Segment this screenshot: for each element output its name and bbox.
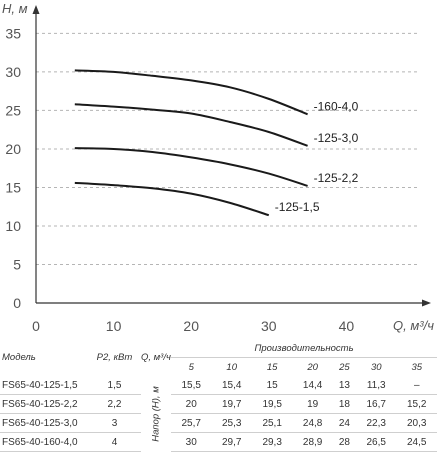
value-cell: 15,4 <box>211 376 252 395</box>
value-cell: 15,5 <box>171 376 212 395</box>
y-tick-labels: 0 5 10 15 20 25 30 35 <box>5 25 21 311</box>
chart-axes <box>32 5 431 307</box>
value-cell: 26,5 <box>356 432 397 452</box>
power-cell: 1,5 <box>88 376 141 395</box>
value-cell: 30 <box>171 432 212 452</box>
table-row: FS65-40-160-4,0 4 30 29,7 29,3 28,9 28 26,5 24,5 <box>0 432 437 452</box>
performance-table: Модель P2, кВт Q, м³/ч Производительност… <box>0 339 437 452</box>
header-power: P2, кВт <box>96 352 133 363</box>
y-tick-35: 35 <box>5 25 21 41</box>
value-cell: 13 <box>332 376 356 395</box>
value-cell: 29,7 <box>211 432 252 452</box>
chart-grid <box>36 32 418 265</box>
q-values-row: 5 10 15 20 25 30 35 <box>0 358 437 377</box>
x-tick-labels: 0 10 20 30 40 <box>32 318 354 334</box>
value-cell: 29,3 <box>251 432 293 452</box>
value-cell: 24 <box>332 413 356 433</box>
value-cell: 15 <box>251 376 293 395</box>
head-label-cell: Напор (Н), м <box>141 376 171 452</box>
x-tick-20: 20 <box>183 318 199 334</box>
pump-performance-chart: 0 5 10 15 20 25 30 35 0 10 20 30 40 -160-4,0 -125-3,… <box>2 1 434 334</box>
series-label-1: -125-3,0 <box>314 131 359 145</box>
value-cell: 28 <box>332 432 356 452</box>
performance-curves <box>74 69 308 217</box>
value-cell: – <box>396 376 437 395</box>
value-cell: 19 <box>292 394 333 414</box>
value-cell: 19,7 <box>211 394 252 414</box>
x-tick-0: 0 <box>32 318 40 334</box>
value-cell: 25,3 <box>211 413 252 433</box>
value-cell: 28,9 <box>292 432 333 452</box>
power-cell: 4 <box>88 432 141 452</box>
q-header-1: 10 <box>226 361 237 373</box>
value-cell: 20 <box>171 394 212 414</box>
head-label: Напор (Н), м <box>150 386 162 442</box>
value-cell: 24,8 <box>292 413 333 433</box>
value-cell: 24,5 <box>396 432 437 452</box>
curve-0 <box>74 69 308 116</box>
value-cell: 16,7 <box>356 394 397 414</box>
q-header-0: 5 <box>188 361 194 373</box>
series-label-3: -125-1,5 <box>275 200 320 214</box>
value-cell: 11,3 <box>356 376 397 395</box>
curve-3 <box>74 181 270 217</box>
power-cell: 3 <box>88 413 141 433</box>
model-cell: FS65-40-125-1,5 <box>0 376 88 395</box>
x-axis-title: Q, м³/ч <box>393 318 434 333</box>
series-label-0: -160-4,0 <box>314 99 359 113</box>
y-axis-arrow <box>32 5 40 14</box>
y-tick-20: 20 <box>5 141 21 157</box>
model-cell: FS65-40-125-3,0 <box>0 413 88 433</box>
y-tick-10: 10 <box>5 218 21 234</box>
y-tick-25: 25 <box>5 102 21 118</box>
value-cell: 19,5 <box>251 394 293 414</box>
x-tick-40: 40 <box>339 318 355 334</box>
model-cell: FS65-40-125-2,2 <box>0 394 88 414</box>
value-cell: 22,3 <box>356 413 397 433</box>
q-header-5: 30 <box>370 361 382 373</box>
table-row: FS65-40-125-3,0 3 25,7 25,3 25,1 24,8 24 22,3 20… <box>0 413 437 433</box>
series-label-2: -125-2,2 <box>314 171 359 185</box>
q-header-4: 25 <box>339 361 350 373</box>
header-model: Модель <box>2 352 36 363</box>
curve-2 <box>74 147 308 187</box>
power-cell: 2,2 <box>88 394 141 414</box>
q-header-6: 35 <box>411 361 423 373</box>
value-cell: 20,3 <box>396 413 437 433</box>
value-cell: 18 <box>332 394 356 414</box>
y-tick-30: 30 <box>5 64 21 80</box>
x-tick-10: 10 <box>106 318 122 334</box>
value-cell: 25,1 <box>251 413 293 433</box>
y-tick-5: 5 <box>13 256 21 272</box>
model-cell: FS65-40-160-4,0 <box>0 432 88 452</box>
q-header-3: 20 <box>307 361 318 373</box>
value-cell: 25,7 <box>171 413 212 433</box>
y-tick-15: 15 <box>5 179 21 195</box>
table-row: FS65-40-125-2,2 2,2 20 19,7 19,5 19 18 16,7 15,2 <box>0 394 437 414</box>
table-body: FS65-40-125-1,5 1,5 Напор (Н), м 15,5 15,4 15… <box>0 376 437 452</box>
x-axis-arrow <box>422 299 431 307</box>
value-cell: 14,4 <box>292 376 333 395</box>
header-q: Q, м³/ч <box>141 352 171 363</box>
y-tick-0: 0 <box>13 295 21 311</box>
header-performance: Производительность <box>171 339 437 358</box>
y-axis-title: H, м <box>2 1 28 16</box>
x-tick-30: 30 <box>261 318 277 334</box>
series-labels: -160-4,0 -125-3,0 -125-2,2 -125-1,5 <box>275 99 359 214</box>
value-cell: 15,2 <box>396 394 437 414</box>
curve-1 <box>74 103 308 147</box>
q-header-2: 15 <box>266 361 278 373</box>
table-row: FS65-40-125-1,5 1,5 Напор (Н), м 15,5 15,4 15… <box>0 376 437 441</box>
